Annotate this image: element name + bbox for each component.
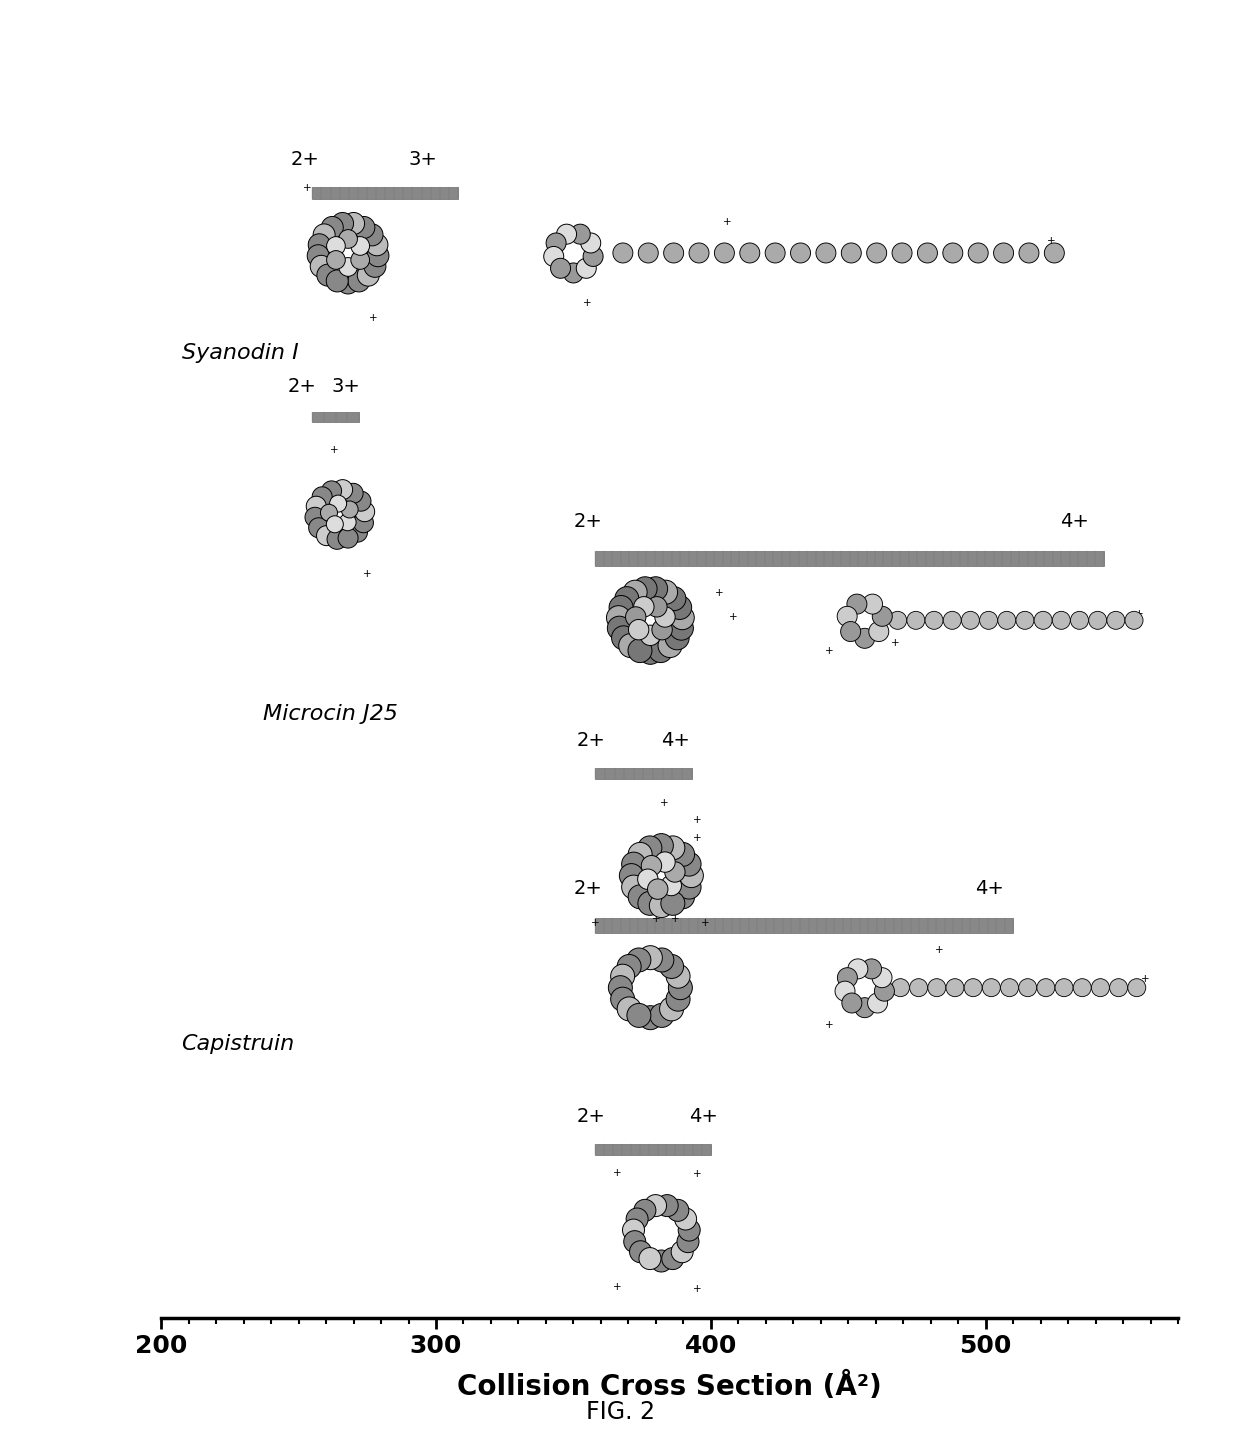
Text: 2+: 2+ [577,1108,605,1127]
Text: +: + [693,1284,702,1295]
Text: +: + [330,445,339,455]
Bar [595,1144,711,1156]
Text: Capistruin: Capistruin [181,1034,295,1054]
Text: +: + [671,914,680,924]
Text: 4+: 4+ [975,879,1003,898]
Text: 2+: 2+ [577,731,605,750]
Text: FIG. 2: FIG. 2 [585,1400,655,1423]
Text: +: + [619,982,627,992]
Text: +: + [723,217,732,227]
Text: Syanodin I: Syanodin I [181,343,299,362]
Text: +: + [935,946,944,956]
Text: +: + [693,1170,702,1180]
Text: Microcin J25: Microcin J25 [263,704,398,724]
Text: +: + [1048,236,1056,246]
Text: +: + [651,914,660,924]
Text: 2+: 2+ [288,378,316,397]
Text: 4+: 4+ [1060,513,1089,531]
Text: +: + [1141,975,1149,985]
Text: +: + [714,588,723,598]
Text: +: + [368,313,377,323]
Text: +: + [303,184,311,193]
Bar [312,187,458,200]
Text: +: + [591,918,600,928]
Text: +: + [701,918,709,928]
Text: +: + [363,569,372,579]
Bar [312,413,360,423]
Text: +: + [693,815,702,824]
Text: 2+: 2+ [573,513,603,531]
Text: +: + [693,833,702,843]
X-axis label: Collision Cross Section (Å²): Collision Cross Section (Å²) [458,1371,882,1400]
Text: +: + [728,611,737,621]
Text: +: + [613,1281,621,1292]
Text: 2+: 2+ [290,149,319,168]
Text: 2+: 2+ [573,879,603,898]
Text: +: + [613,1169,621,1179]
Text: 4+: 4+ [689,1108,718,1127]
Text: +: + [890,637,899,647]
Text: +: + [1135,610,1143,620]
Text: +: + [825,1019,833,1030]
Text: 4+: 4+ [661,731,691,750]
Bar [595,918,1013,933]
Text: 3+: 3+ [331,378,361,397]
Bar [595,767,692,779]
Text: +: + [660,798,668,808]
Text: 3+: 3+ [408,149,438,168]
Text: +: + [583,298,591,308]
Text: +: + [825,646,833,656]
Bar [595,550,1104,566]
